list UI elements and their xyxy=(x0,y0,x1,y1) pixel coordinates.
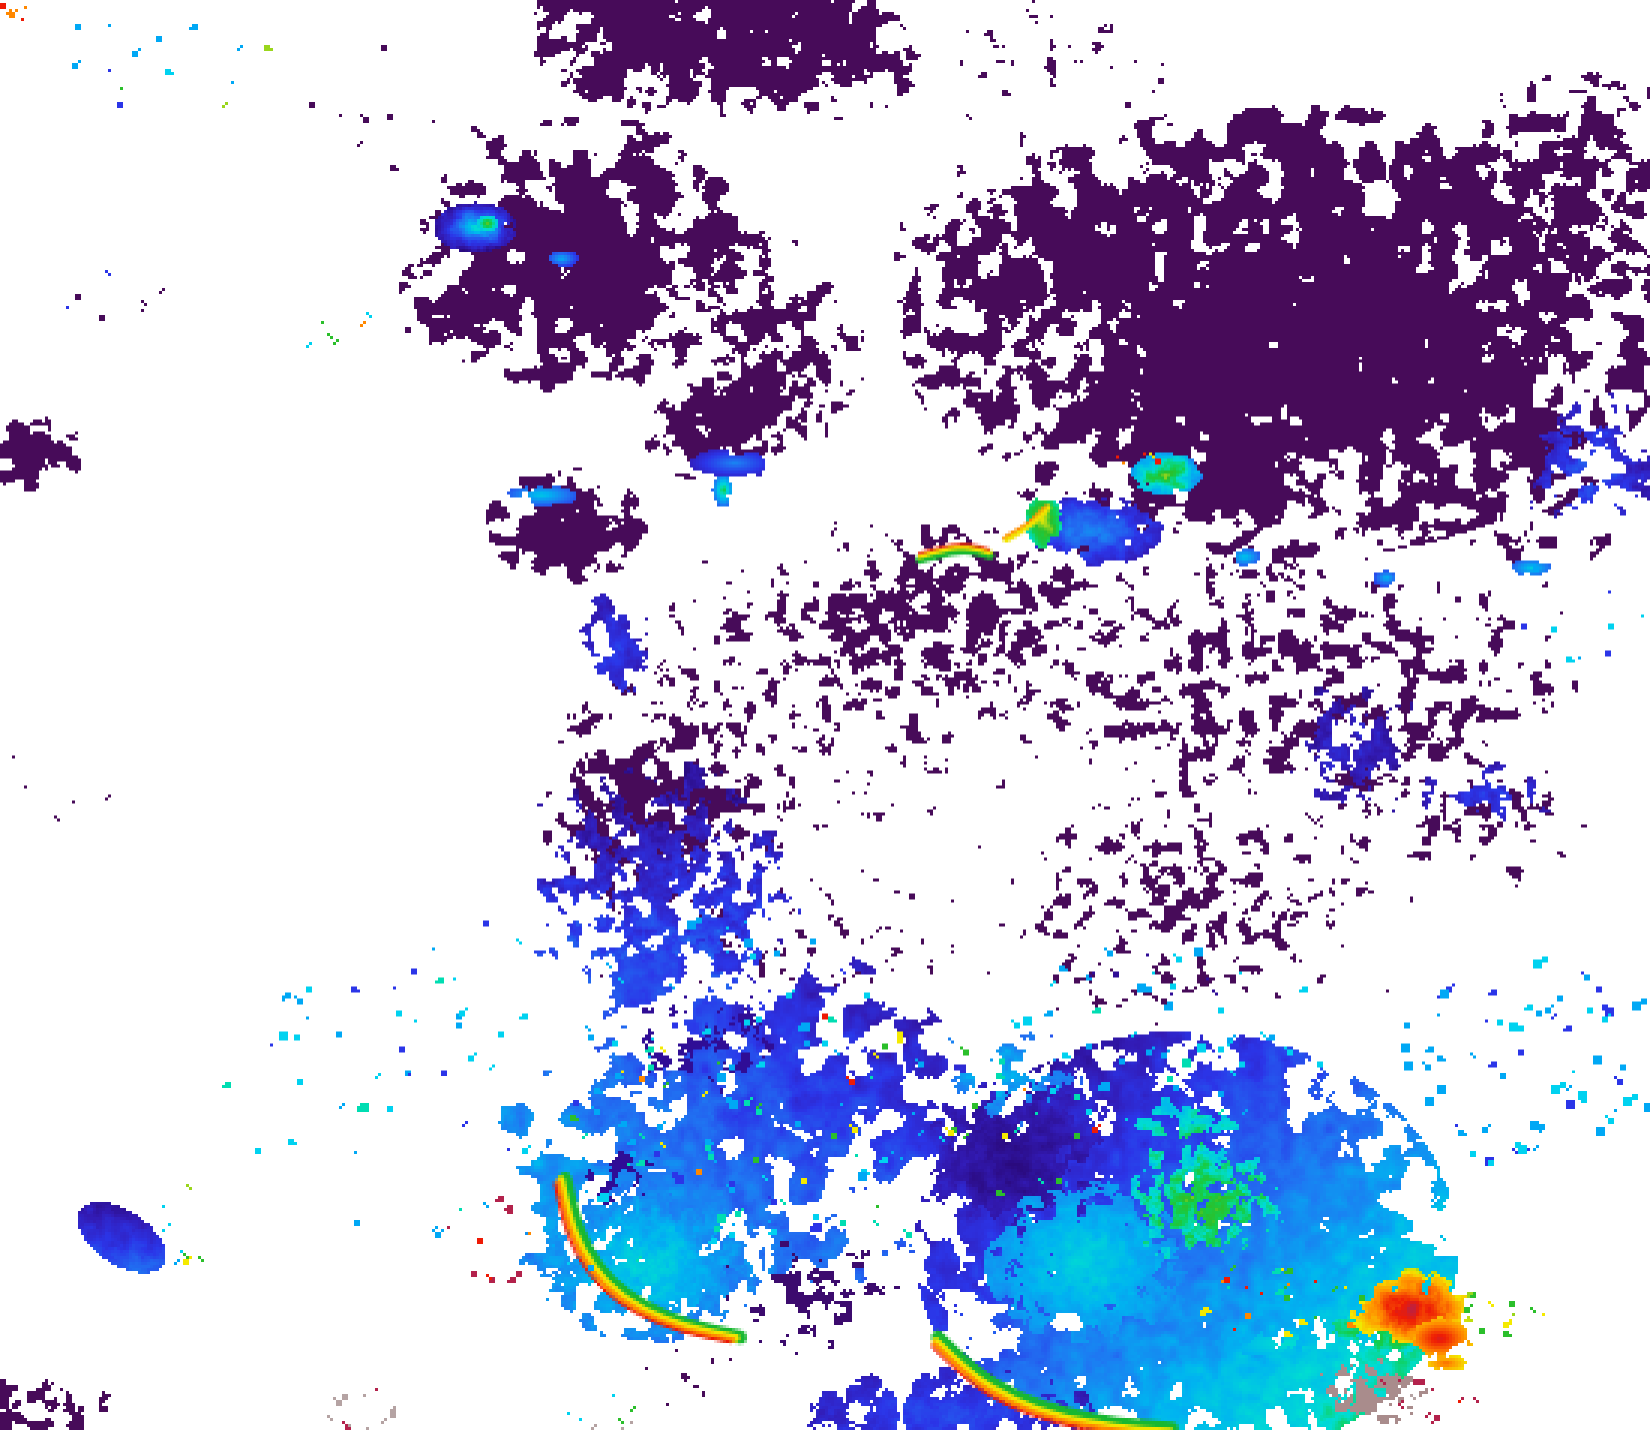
ocean-color-scene xyxy=(0,0,1650,1430)
satellite-raster-canvas xyxy=(0,0,1650,1430)
